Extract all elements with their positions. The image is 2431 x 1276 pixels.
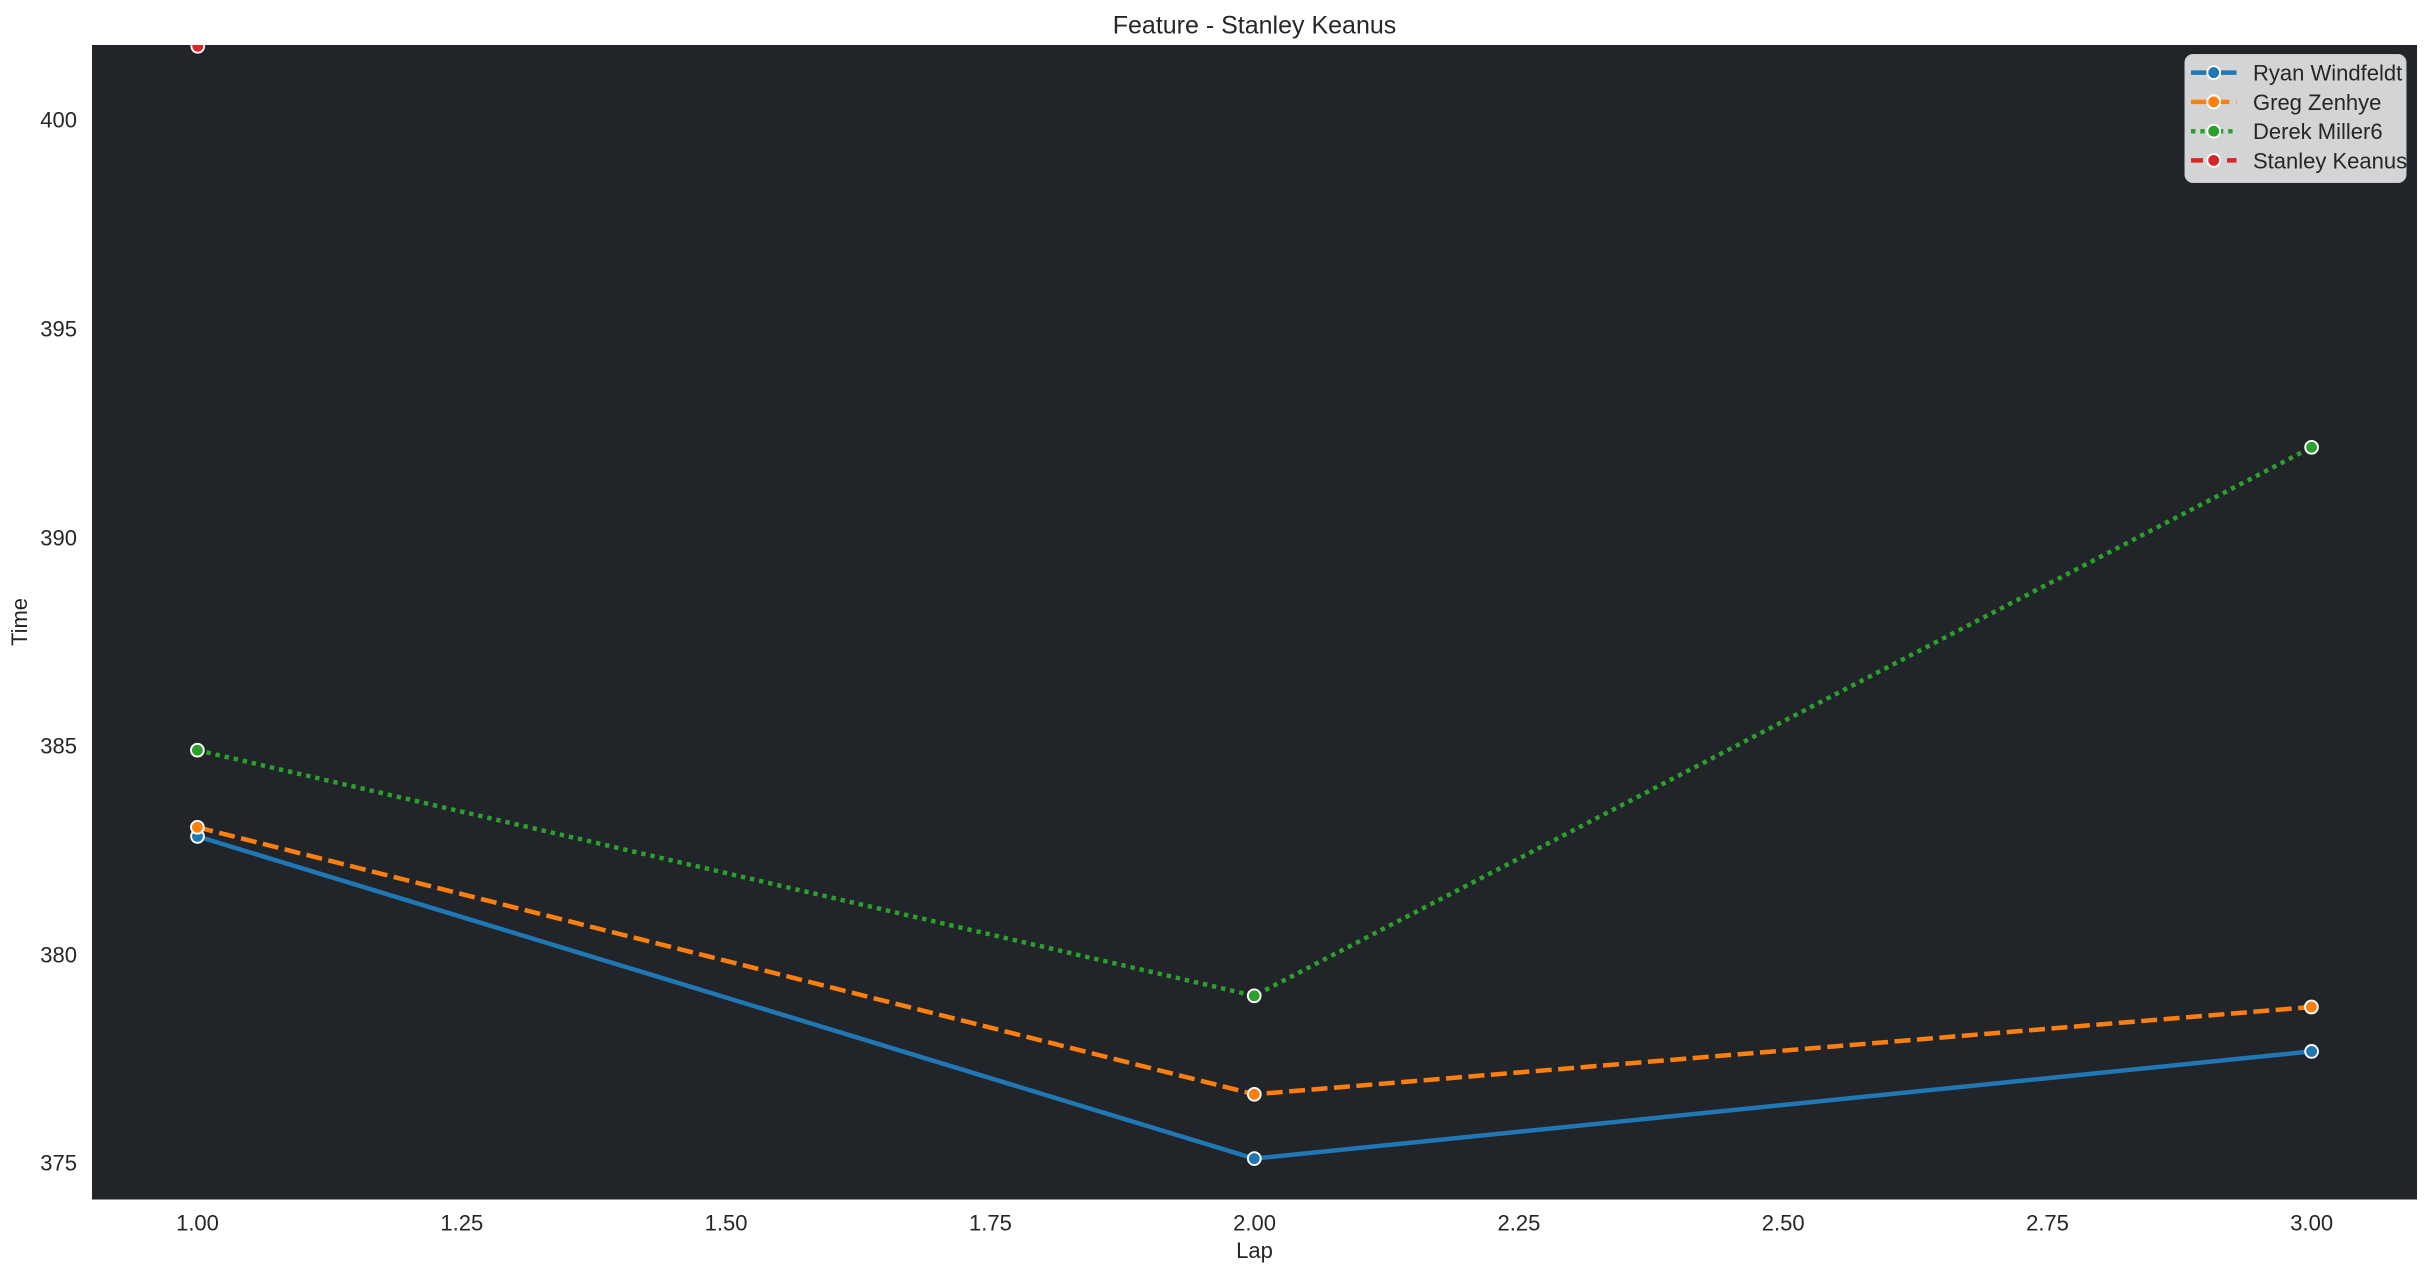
svg-text:395: 395 [40,316,77,341]
svg-text:2.00: 2.00 [1233,1210,1276,1235]
svg-text:390: 390 [40,525,77,550]
svg-text:375: 375 [40,1151,77,1176]
svg-text:2.75: 2.75 [2026,1210,2069,1235]
svg-text:1.75: 1.75 [969,1210,1012,1235]
svg-text:Greg Zenhye: Greg Zenhye [2253,90,2381,115]
svg-text:400: 400 [40,107,77,132]
svg-text:3.00: 3.00 [2290,1210,2333,1235]
svg-text:Stanley Keanus: Stanley Keanus [2253,148,2407,173]
svg-text:2.25: 2.25 [1497,1210,1540,1235]
svg-text:Lap: Lap [1236,1238,1273,1263]
svg-text:Time: Time [7,598,32,646]
svg-text:Derek Miller6: Derek Miller6 [2253,119,2383,144]
svg-text:385: 385 [40,733,77,758]
svg-text:1.25: 1.25 [440,1210,483,1235]
svg-text:380: 380 [40,942,77,967]
svg-text:1.00: 1.00 [176,1210,219,1235]
svg-text:2.50: 2.50 [1762,1210,1805,1235]
svg-text:1.50: 1.50 [705,1210,748,1235]
svg-text:Feature - Stanley Keanus: Feature - Stanley Keanus [1113,12,1397,40]
svg-text:Ryan Windfeldt: Ryan Windfeldt [2253,61,2402,86]
